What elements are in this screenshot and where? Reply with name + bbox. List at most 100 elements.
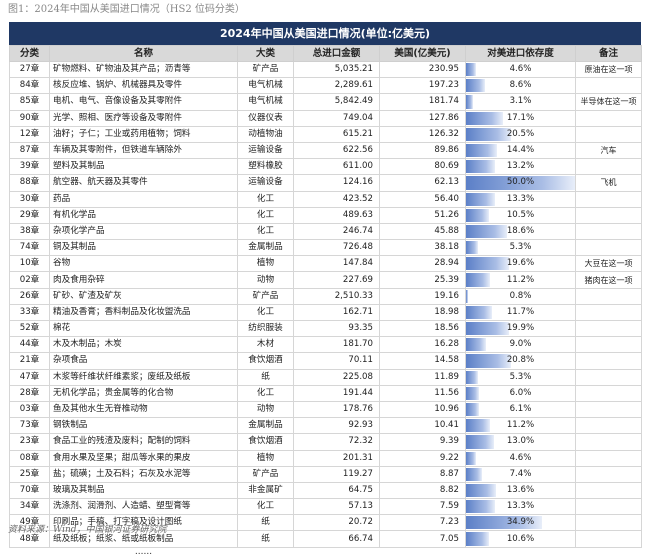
- table-row: 03章 鱼及其他水生无脊椎动物 动物 178.76 10.96 6.1%: [9, 400, 642, 419]
- table-row: 70章 玻璃及其制品 非金属矿 64.75 8.82 13.6%: [9, 481, 642, 500]
- row-dependency: 11.7%: [465, 303, 576, 322]
- row-name: 铜及其制品: [49, 239, 238, 257]
- table-row: 21章 杂项食品 食饮烟酒 70.11 14.58 20.8%: [9, 352, 642, 370]
- row-code: 29章: [9, 206, 50, 224]
- row-us-value: 18.98: [379, 303, 466, 322]
- dependency-value: 14.4%: [506, 145, 535, 156]
- dependency-value: 10.5%: [506, 209, 535, 220]
- row-note: [575, 498, 642, 516]
- dependency-bar: [466, 224, 507, 239]
- row-total: 611.00: [293, 158, 380, 176]
- table-row: 08章 食用水果及坚果；甜瓜等水果的果皮 植物 201.31 9.22 4.6%: [9, 449, 642, 467]
- row-total: 147.84: [293, 255, 380, 273]
- row-note: 半导体在这一项: [575, 93, 642, 111]
- row-dependency: 18.6%: [465, 222, 576, 241]
- row-category: 化工: [237, 303, 294, 322]
- row-total: 178.76: [293, 400, 380, 419]
- row-note: [575, 222, 642, 241]
- row-total: 119.27: [293, 465, 380, 483]
- table-row: 39章 塑料及其制品 塑料橡胶 611.00 80.69 13.2%: [9, 158, 642, 176]
- dependency-bar: [466, 208, 489, 222]
- dependency-bar: [466, 79, 485, 93]
- row-total: 622.56: [293, 141, 380, 160]
- row-code: 84章: [9, 77, 50, 95]
- row-name: 食用水果及坚果；甜瓜等水果的果皮: [49, 449, 238, 467]
- data-table: 分类 名称 大类 总进口金额 美国(亿美元) 对美进口依存度 备注 27章 矿物燃…: [9, 45, 642, 557]
- row-dependency: 50.0%: [465, 174, 576, 192]
- row-note: [575, 303, 642, 322]
- row-category: 化工: [237, 222, 294, 241]
- dependency-value: 19.6%: [506, 258, 535, 269]
- row-dependency: 9.0%: [465, 336, 576, 354]
- row-total: 2,289.61: [293, 77, 380, 95]
- table-row: 10章 谷物 植物 147.84 28.94 19.6% 大豆在这一项: [9, 255, 642, 273]
- row-category: 动物: [237, 271, 294, 289]
- row-name: 电机、电气、音像设备及其零附件: [49, 93, 238, 111]
- table-row: 90章 光学、照相、医疗等设备及零附件 仪器仪表 749.04 127.86 17.1%: [9, 109, 642, 127]
- row-category: 金属制品: [237, 239, 294, 257]
- row-note: 大豆在这一项: [575, 255, 642, 273]
- row-us-value: 38.18: [379, 239, 466, 257]
- table-row: 84章 核反应堆、锅炉、机械器具及零件 电气机械 2,289.61 197.23 8.6%: [9, 77, 642, 95]
- row-code: 85章: [9, 93, 50, 111]
- row-dependency: 6.0%: [465, 384, 576, 402]
- row-us-value: 10.96: [379, 400, 466, 419]
- row-total: 5,035.21: [293, 60, 380, 79]
- dependency-bar: [466, 386, 480, 400]
- row-name: 木浆等纤维状纤维素浆；废纸及纸板: [49, 368, 238, 386]
- table-row: 73章 钢铁制品 金属制品 92.93 10.41 11.2%: [9, 417, 642, 435]
- row-dependency: 13.0%: [465, 433, 576, 451]
- row-us-value: 45.88: [379, 222, 466, 241]
- row-us-value: 9.39: [379, 433, 466, 451]
- row-dependency: 6.1%: [465, 400, 576, 419]
- dependency-bar: [466, 451, 477, 465]
- row-total: 92.93: [293, 417, 380, 435]
- header-total: 总进口金额: [293, 45, 380, 62]
- row-code: 87章: [9, 141, 50, 160]
- row-note: [575, 514, 642, 532]
- row-us-value: 28.94: [379, 255, 466, 273]
- row-category: 矿产品: [237, 60, 294, 79]
- row-note: [575, 400, 642, 419]
- table-row: 74章 铜及其制品 金属制品 726.48 38.18 5.3%: [9, 239, 642, 257]
- row-dependency: 0.8%: [465, 287, 576, 305]
- dependency-value: 9.0%: [509, 339, 532, 350]
- row-note: [575, 368, 642, 386]
- row-name: 木及木制品；木炭: [49, 336, 238, 354]
- dependency-bar: [466, 467, 483, 481]
- source-note: 资料来源：Wind，中国银河证券研究院: [8, 525, 167, 535]
- row-total: 20.72: [293, 514, 380, 532]
- row-us-value: 16.28: [379, 336, 466, 354]
- row-code: 03章: [9, 400, 50, 419]
- row-us-value: 51.26: [379, 206, 466, 224]
- row-us-value: 9.22: [379, 449, 466, 467]
- row-code: 12章: [9, 125, 50, 143]
- row-us-value: 230.95: [379, 60, 466, 79]
- row-dependency: 20.5%: [465, 125, 576, 143]
- row-dependency: 14.4%: [465, 141, 576, 160]
- row-note: [575, 417, 642, 435]
- row-note: [575, 287, 642, 305]
- row-code: 34章: [9, 498, 50, 516]
- row-us-value: 126.32: [379, 125, 466, 143]
- dependency-bar: [466, 192, 495, 206]
- dependency-value: 17.1%: [506, 112, 535, 123]
- row-total: 225.08: [293, 368, 380, 386]
- table-row: 30章 药品 化工 423.52 56.40 13.3%: [9, 190, 642, 208]
- header-dependency: 对美进口依存度: [465, 45, 576, 62]
- row-total: 124.16: [293, 174, 380, 192]
- table-title: 2024年中国从美国进口情况(单位:亿美元): [9, 22, 641, 45]
- row-us-value: 10.41: [379, 417, 466, 435]
- row-dependency: 4.6%: [465, 449, 576, 467]
- table-row: 25章 盐；硫磺；土及石料；石灰及水泥等 矿产品 119.27 8.87 7.4%: [9, 465, 642, 483]
- row-note: [575, 530, 642, 548]
- dependency-bar: [466, 289, 468, 303]
- row-dependency: 13.2%: [465, 158, 576, 176]
- row-category: 纸: [237, 530, 294, 548]
- dependency-value: 13.0%: [506, 436, 535, 447]
- row-total: 423.52: [293, 190, 380, 208]
- dependency-bar: [466, 63, 477, 77]
- row-category: 动物: [237, 400, 294, 419]
- dependency-value: 34.9%: [506, 517, 535, 528]
- table-row: 87章 车辆及其零附件，但铁道车辆除外 运输设备 622.56 89.86 14.4% 汽车: [9, 141, 642, 160]
